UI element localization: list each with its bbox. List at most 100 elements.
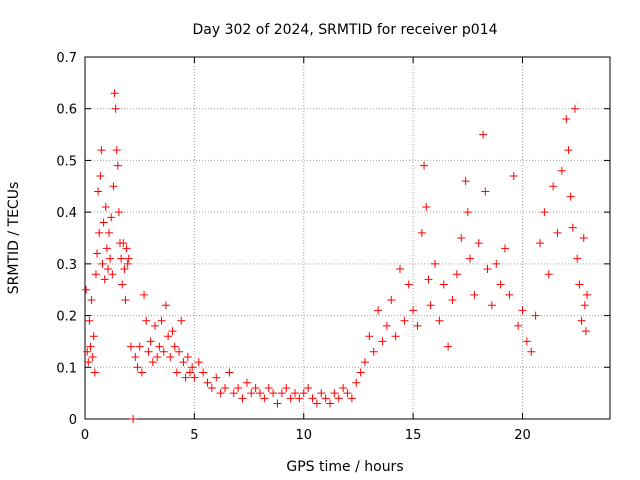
data-point (103, 265, 112, 274)
data-point (273, 399, 282, 408)
data-point (221, 383, 229, 392)
data-point (282, 383, 291, 392)
plot-frame (84, 56, 611, 420)
y-tick-label: 0.5 (56, 154, 77, 169)
data-point (317, 389, 326, 398)
data-point (575, 280, 584, 289)
x-tick-label: 20 (514, 428, 531, 443)
data-point (161, 301, 170, 310)
data-point (404, 280, 413, 289)
data-point (114, 208, 123, 217)
data-point (286, 394, 295, 403)
data-point (121, 296, 130, 305)
data-point (326, 399, 334, 408)
data-point (352, 378, 361, 387)
data-point (85, 316, 94, 325)
data-point (123, 259, 132, 268)
data-point (110, 89, 119, 98)
data-point (170, 342, 179, 351)
data-point (566, 192, 575, 201)
data-point (295, 394, 304, 403)
data-point (212, 373, 221, 382)
data-point (374, 306, 383, 315)
data-point (435, 316, 444, 325)
data-point (522, 337, 531, 346)
data-point (577, 316, 586, 325)
data-point (347, 394, 356, 403)
data-point (400, 316, 409, 325)
data-point (87, 296, 96, 305)
data-point (580, 301, 589, 310)
y-tick-label: 0.2 (56, 310, 77, 325)
axis-ticks: 0 5 10 15 20 0 0.1 0.2 0.3 0.4 0.5 0.6 0.7 (56, 51, 610, 443)
data-point (166, 352, 175, 361)
data-point (417, 228, 426, 237)
data-point (159, 347, 168, 356)
data-point (431, 259, 439, 268)
data-point (122, 244, 131, 253)
data-point (146, 337, 155, 346)
data-point (117, 254, 126, 263)
data-point (151, 321, 159, 330)
data-point (308, 394, 317, 403)
data-point (129, 415, 138, 423)
x-tick-label: 0 (81, 428, 89, 443)
data-point (583, 290, 592, 299)
data-point (199, 368, 208, 377)
data-point (496, 280, 505, 289)
data-point (356, 368, 365, 377)
data-point (102, 244, 111, 253)
data-point (531, 311, 540, 320)
data-point (99, 218, 108, 227)
data-point (94, 187, 103, 196)
data-point (330, 389, 339, 398)
data-point (95, 228, 104, 237)
data-point (86, 342, 95, 351)
data-point (527, 347, 536, 356)
data-point (89, 332, 98, 341)
data-point (98, 259, 107, 268)
data-point (107, 213, 116, 222)
data-point (177, 316, 186, 325)
data-point (387, 296, 396, 305)
data-point (568, 223, 577, 232)
data-point (118, 280, 127, 289)
data-point (277, 389, 286, 398)
data-point (573, 254, 582, 263)
data-point (137, 368, 146, 377)
data-point (291, 389, 299, 398)
data-point (540, 208, 549, 217)
data-point (260, 394, 269, 403)
data-point (190, 373, 199, 382)
data-point (321, 394, 330, 403)
data-point (365, 332, 374, 341)
data-point (97, 146, 106, 155)
data-point (557, 166, 566, 175)
data-point (304, 383, 313, 392)
data-point (124, 254, 133, 263)
data-point (203, 378, 212, 387)
data-point (194, 358, 203, 367)
x-tick-label: 5 (190, 428, 198, 443)
data-point (579, 234, 588, 242)
data-point (108, 270, 117, 279)
data-point (420, 161, 429, 170)
data-point (564, 146, 573, 155)
data-point (186, 368, 194, 377)
x-axis-label: GPS time / hours (286, 459, 403, 475)
data-point (448, 296, 457, 305)
data-point (378, 337, 387, 346)
data-point (168, 327, 177, 336)
data-point (175, 347, 184, 356)
data-point (424, 275, 433, 284)
data-point (135, 342, 144, 351)
data-point (131, 352, 140, 361)
data-point (501, 244, 509, 253)
data-point (492, 259, 501, 268)
grid-lines (85, 57, 610, 419)
x-tick-label: 15 (405, 428, 422, 443)
y-tick-label: 0.7 (56, 51, 77, 66)
data-point (91, 270, 100, 279)
data-point (142, 316, 151, 325)
